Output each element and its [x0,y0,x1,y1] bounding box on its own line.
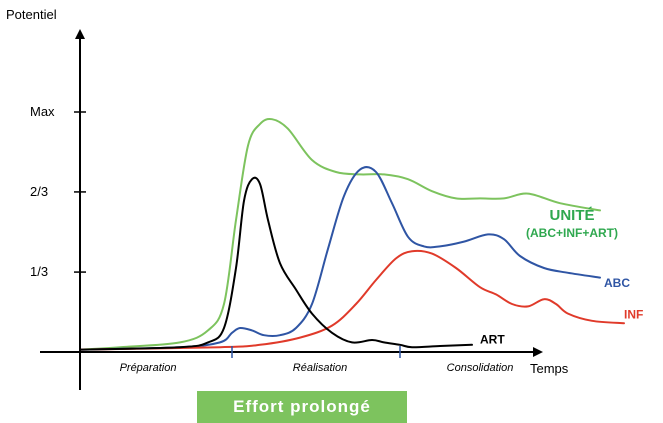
y-ticks: 1/3 2/3 Max [30,104,86,279]
series-line-abc [79,166,601,351]
series-layer [79,117,625,351]
series-label: UNITÉ [550,207,595,224]
series-label: ART [480,333,505,347]
series-sublabel: (ABC+INF+ART) [526,226,618,240]
series-label: ABC [604,276,630,290]
y-tick-label: 1/3 [30,264,48,279]
series-labels: UNITÉ (ABC+INF+ART) ABC INF ART [480,207,643,347]
phases: Préparation Réalisation Consolidation [120,346,514,374]
effort-banner: Effort prolongé [197,391,407,423]
series-label: INF [624,307,643,321]
phase-label: Préparation [120,362,177,374]
y-axis-title: Potentiel [6,7,57,22]
phase-label: Consolidation [447,362,514,374]
phase-label: Réalisation [293,362,347,374]
series-line-unite [79,117,601,351]
y-tick-label: Max [30,104,55,119]
y-tick-label: 2/3 [30,184,48,199]
chart: Potentiel Temps 1/3 2/3 Max Préparation Réa… [6,7,643,390]
series-line-inf [79,249,625,351]
x-axis-title: Temps [530,361,569,376]
series-line-art [79,176,473,351]
